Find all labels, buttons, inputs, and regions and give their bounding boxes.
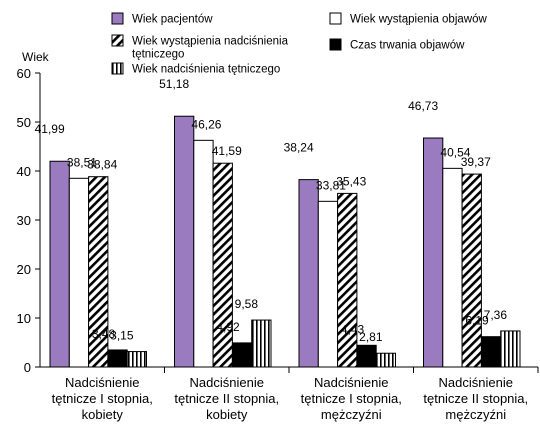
data-label: 38,84 [87, 158, 117, 172]
legend-swatch [329, 12, 342, 25]
data-label: 41,99 [35, 122, 65, 136]
legend-label: Wiek wystąpienia nadciśnienia tętniczego [132, 36, 289, 61]
bar [356, 344, 377, 368]
legend-swatch [329, 38, 342, 51]
bar [212, 162, 233, 368]
data-label: 4,92 [216, 320, 240, 334]
bars [49, 115, 521, 368]
bar [251, 319, 272, 368]
legend-label: Czas trwania objawów [350, 40, 465, 52]
category-label: Nadciśnienie tętnicze II stopnia, mężczyźn… [423, 375, 528, 422]
bar [193, 139, 214, 368]
data-label: 3,15 [110, 329, 134, 343]
data-label: 9,58 [235, 297, 259, 311]
category-label: Nadciśnienie tętnicze II stopnia, kobiety [174, 375, 279, 422]
bar [317, 200, 339, 368]
data-label: 46,73 [408, 99, 438, 113]
legend-swatch [111, 12, 124, 25]
bar [107, 349, 128, 368]
data-label: 40,54 [440, 145, 470, 159]
data-label: 6,19 [465, 314, 489, 328]
legend-swatch [111, 34, 124, 47]
data-label: 7,36 [484, 308, 508, 322]
category-label: Nadciśnienie tętnicze I stopnia, kobiety [52, 375, 153, 422]
bar [461, 173, 482, 368]
bar [49, 160, 70, 368]
data-label: 39,37 [461, 155, 491, 169]
bar [88, 176, 109, 368]
y-tick-label: 0 [24, 360, 31, 375]
legend: Wiek pacjentów Wiek wystąpienia objawów Wi… [111, 12, 487, 76]
data-label: 51,18 [159, 77, 189, 91]
category-label: Nadciśnienie tętnicze I stopnia, mężczyźni [301, 375, 402, 422]
bar [126, 351, 147, 368]
y-tick-label: 20 [17, 262, 31, 277]
y-tick-label: 10 [17, 311, 31, 326]
data-label: 46,26 [191, 117, 221, 131]
bar [231, 342, 253, 368]
data-label: 38,51 [67, 155, 97, 169]
data-label: 33,81 [316, 178, 346, 192]
legend-swatch [111, 62, 124, 75]
y-tick-label: 60 [17, 66, 31, 81]
data-label: 3,48 [92, 327, 116, 341]
data-label: 2,81 [359, 330, 383, 344]
bar [337, 192, 358, 368]
bar [375, 352, 397, 368]
bar [442, 167, 463, 368]
bar [480, 336, 502, 368]
y-tick-label: 40 [17, 164, 31, 179]
bar [500, 330, 521, 368]
legend-label: Wiek nadciśnienia tętniczego [132, 64, 280, 76]
bar [423, 137, 444, 368]
data-label: 4,43 [341, 322, 365, 336]
bar [174, 115, 195, 368]
legend-label: Wiek pacjentów [132, 14, 213, 26]
y-tick-label: 30 [17, 213, 31, 228]
y-tick-label: 50 [17, 115, 31, 130]
category-labels: Nadciśnienie tętnicze I stopnia, kobiety Na… [52, 375, 528, 422]
y-axis-label: Wiek [22, 50, 50, 64]
data-label: 38,24 [284, 141, 314, 155]
data-label: 41,59 [212, 144, 242, 158]
data-label: 35,43 [336, 174, 366, 188]
bar [298, 179, 319, 368]
bar [68, 177, 90, 368]
legend-label: Wiek wystąpienia objawów [350, 14, 487, 26]
